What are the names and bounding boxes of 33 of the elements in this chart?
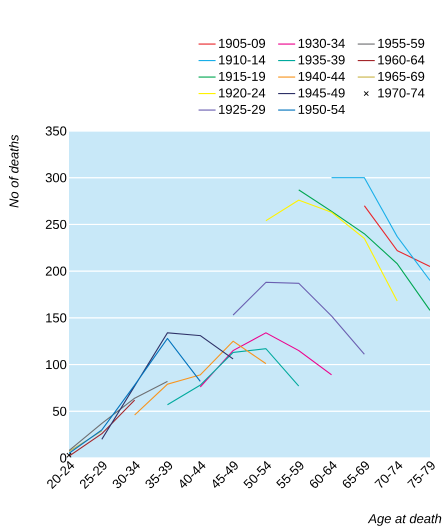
y-tick-label: 350 <box>46 126 66 136</box>
legend-label: 1915-19 <box>219 72 266 81</box>
line-series <box>166 348 300 406</box>
line-series <box>232 282 365 355</box>
line-series <box>298 189 430 311</box>
line-series <box>200 332 332 388</box>
y-tick-label: 250 <box>46 220 66 230</box>
y-tick-label: 150 <box>46 313 66 322</box>
y-tick-label: 100 <box>46 360 66 370</box>
legend-label: 1925-29 <box>219 104 266 114</box>
line-series <box>69 380 168 452</box>
line-series <box>265 200 398 302</box>
legend-label: 1965-69 <box>378 72 424 81</box>
legend-label: 1940-44 <box>298 72 345 81</box>
legend-label: 1905-09 <box>219 38 266 48</box>
line-series <box>134 340 266 416</box>
line-series <box>101 332 234 440</box>
y-tick-label: 300 <box>46 173 66 182</box>
y-axis-title: No of deaths <box>9 134 19 208</box>
y-tick-label: 50 <box>52 406 66 416</box>
x-axis-title: Age at death <box>368 514 442 526</box>
legend-label: 1930-34 <box>298 38 345 48</box>
legend-label: 1920-24 <box>219 88 266 98</box>
y-tick-label: 200 <box>46 266 66 276</box>
line-series <box>69 338 201 454</box>
legend-label: 1960-64 <box>378 55 424 64</box>
y-tick-label: 0 <box>60 453 66 463</box>
legend-label: 1970-74 <box>378 88 424 98</box>
legend-label: 1950-54 <box>298 104 345 114</box>
legend-label: 1955-59 <box>378 38 424 48</box>
legend-label: 1945-49 <box>298 88 345 98</box>
legend-label: 1935-39 <box>298 55 345 64</box>
legend-label: 1910-14 <box>219 55 266 64</box>
